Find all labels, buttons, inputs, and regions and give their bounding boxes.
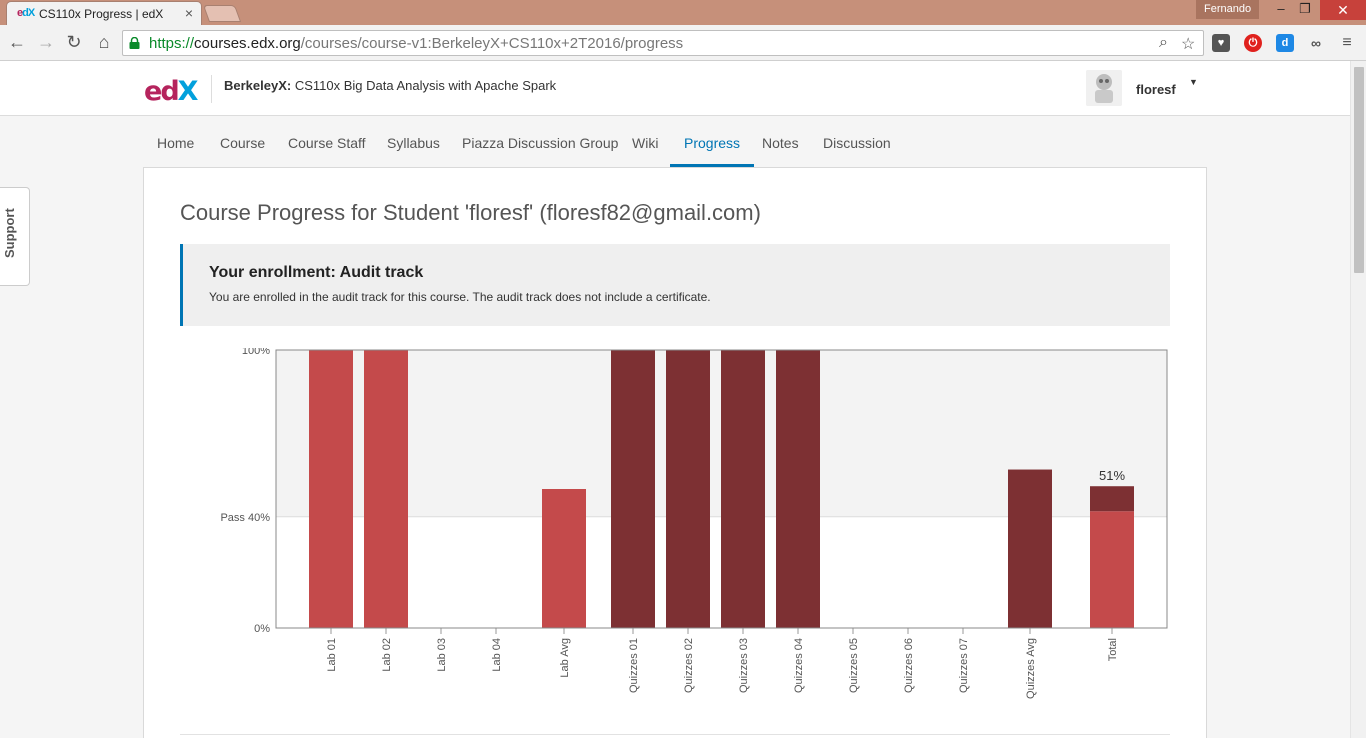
x-tick-label: Lab 01: [326, 638, 338, 672]
forward-icon[interactable]: →: [37, 32, 55, 52]
progress-panel: Course Progress for Student 'floresf' (f…: [143, 167, 1207, 738]
tab-syllabus[interactable]: Syllabus: [387, 135, 440, 151]
chart-bar: [364, 350, 408, 628]
page-scrollbar[interactable]: [1350, 61, 1366, 738]
link-extension-icon[interactable]: ∞: [1311, 35, 1321, 51]
minimize-icon[interactable]: –: [1277, 1, 1285, 16]
support-tab[interactable]: Support: [0, 187, 30, 286]
x-tick-label: Lab Avg: [559, 638, 571, 678]
page: edX BerkeleyX: CS110x Big Data Analysis …: [0, 61, 1350, 738]
chart-frame: [275, 349, 1168, 629]
tab-close-icon[interactable]: ×: [184, 5, 193, 21]
support-label: Support: [2, 208, 17, 258]
x-tick-label: Quizzes 03: [738, 638, 750, 693]
course-title: BerkeleyX: CS110x Big Data Analysis with…: [224, 78, 557, 93]
tab-piazza[interactable]: Piazza Discussion Group: [462, 135, 619, 151]
enrollment-title: Your enrollment: Audit track: [209, 264, 424, 281]
y-tick-label: 100%: [242, 348, 270, 357]
user-menu-caret-icon[interactable]: ▼: [1189, 77, 1198, 87]
edx-logo[interactable]: edX: [144, 76, 198, 107]
new-tab-button[interactable]: [202, 5, 242, 22]
avatar[interactable]: [1086, 70, 1122, 106]
chart-bar: [611, 350, 655, 628]
browser-toolbar: ← → ↻ ⌂ https://courses.edx.org/courses/…: [0, 25, 1366, 61]
window-close-icon[interactable]: ✕: [1320, 0, 1366, 20]
x-tick-label: Lab 04: [491, 638, 503, 672]
browser-tab[interactable]: edX CS110x Progress | edX ×: [6, 1, 202, 25]
y-tick-label: Pass 40%: [220, 512, 270, 524]
tab-notes[interactable]: Notes: [762, 135, 799, 151]
x-tick-label: Quizzes 02: [683, 638, 695, 693]
edx-favicon-icon: edX: [17, 7, 35, 19]
tab-title: CS110x Progress | edX: [39, 7, 164, 21]
x-tick-label: Lab 03: [436, 638, 448, 672]
x-tick-label: Quizzes 05: [848, 638, 860, 693]
y-tick-label: 0%: [254, 623, 270, 635]
chart-bar-total-quizzes: [1090, 486, 1134, 512]
chart-bar: [776, 350, 820, 628]
section-divider: [180, 734, 1170, 735]
chart-bar-total-lab: [1090, 511, 1134, 628]
tab-course-staff[interactable]: Course Staff: [288, 135, 366, 151]
zoom-icon[interactable]: ⌕: [1159, 34, 1168, 51]
home-icon[interactable]: ⌂: [98, 32, 110, 52]
d-extension-icon[interactable]: d: [1276, 34, 1294, 52]
chart-bar: [721, 350, 765, 628]
x-tick-label: Quizzes 07: [958, 638, 970, 693]
power-extension-icon[interactable]: ⏻: [1244, 34, 1262, 52]
chart-bar: [1008, 469, 1052, 628]
grade-chart: 100% Pass 40% 0% Lab 01 Lab 02 Lab 03 Lab 04 La…: [220, 348, 1168, 699]
tab-course[interactable]: Course: [220, 135, 266, 151]
page-title: Course Progress for Student 'floresf' (f…: [180, 200, 761, 225]
enrollment-message: You are enrolled in the audit track for …: [209, 290, 711, 304]
address-bar[interactable]: https://courses.edx.org/courses/course-v…: [122, 30, 1204, 56]
tab-discussion[interactable]: Discussion: [823, 135, 891, 151]
reload-icon[interactable]: ↻: [66, 32, 82, 52]
back-icon[interactable]: ←: [8, 32, 26, 52]
username[interactable]: floresf: [1136, 82, 1176, 97]
tab-wiki[interactable]: Wiki: [632, 135, 659, 151]
x-tick-label: Quizzes 04: [793, 638, 805, 693]
tab-home[interactable]: Home: [157, 135, 195, 151]
pocket-icon[interactable]: ♥: [1212, 34, 1230, 52]
site-header: edX BerkeleyX: CS110x Big Data Analysis …: [0, 61, 1350, 116]
header-divider: [211, 75, 212, 103]
url-text: https://courses.edx.org/courses/course-v…: [149, 35, 684, 52]
x-tick-label: Total: [1107, 638, 1119, 661]
window-titlebar: edX CS110x Progress | edX × Fernando – ❐…: [0, 0, 1366, 25]
x-tick-label: Lab 02: [381, 638, 393, 672]
x-tick-label: Quizzes 06: [903, 638, 915, 693]
restore-icon[interactable]: ❐: [1299, 1, 1311, 16]
chart-bar: [309, 350, 353, 628]
enrollment-notice: Your enrollment: Audit track You are enr…: [180, 244, 1170, 326]
chart-bar: [666, 350, 710, 628]
x-tick-label: Quizzes 01: [628, 638, 640, 693]
profile-name[interactable]: Fernando: [1196, 0, 1260, 19]
lock-icon: [129, 37, 140, 49]
scrollbar-thumb[interactable]: [1354, 67, 1364, 273]
chart-bar: [542, 489, 586, 628]
tab-progress[interactable]: Progress: [670, 123, 755, 167]
menu-icon[interactable]: ≡: [1342, 34, 1352, 51]
bookmark-star-icon[interactable]: ☆: [1181, 36, 1196, 53]
total-data-label: 51%: [1099, 468, 1125, 483]
x-tick-label: Quizzes Avg: [1025, 638, 1037, 699]
